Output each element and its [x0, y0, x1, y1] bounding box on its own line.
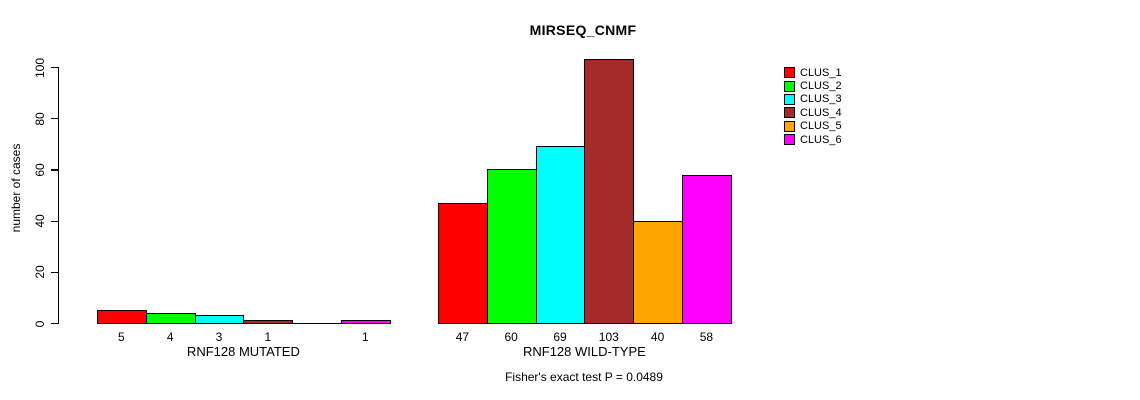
legend-item-clus_5: CLUS_5	[784, 120, 842, 133]
bar-clus_3	[194, 315, 245, 324]
legend-item-clus_6: CLUS_6	[784, 133, 842, 146]
y-axis-tick-label: 60	[33, 163, 47, 177]
bar-value-label: 47	[455, 330, 470, 344]
legend-label: CLUS_1	[800, 66, 842, 79]
y-axis-tick-label: 20	[33, 265, 47, 280]
y-axis-tick	[51, 118, 58, 120]
bar-value-label: 4	[166, 330, 174, 344]
group-axis-label: RNF128 WILD-TYPE	[522, 344, 646, 359]
bar-clus_6	[341, 320, 391, 324]
y-axis-tick-label: 80	[33, 112, 47, 126]
fisher-test-annotation: Fisher's exact test P = 0.0489	[505, 370, 663, 384]
bar-clus_3	[535, 146, 586, 324]
bar-clus_1	[438, 202, 488, 324]
y-axis-tick-label: 0	[33, 320, 47, 327]
legend-swatch-clus_5	[784, 120, 795, 132]
legend-label: CLUS_2	[800, 80, 842, 93]
y-axis-tick	[51, 67, 58, 69]
legend-label: CLUS_6	[800, 133, 842, 146]
bar-value-label: 69	[553, 330, 567, 344]
bar-value-label: 58	[699, 330, 714, 344]
y-axis-line	[58, 67, 60, 324]
y-axis-tick	[51, 169, 58, 171]
bar-clus_6	[682, 174, 732, 324]
bar-value-label: 40	[650, 330, 665, 344]
legend-label: CLUS_3	[800, 93, 842, 106]
legend-label: CLUS_4	[800, 106, 842, 119]
legend-swatch-clus_4	[784, 107, 795, 119]
legend-swatch-clus_3	[784, 93, 795, 105]
legend-item-clus_4: CLUS_4	[784, 106, 842, 119]
bar-clus_1	[97, 310, 147, 324]
y-axis-tick	[51, 323, 58, 325]
legend-swatch-clus_6	[784, 134, 795, 146]
bar-clus_2	[486, 169, 537, 324]
y-axis-tick-label: 40	[33, 214, 47, 228]
legend-swatch-clus_2	[784, 80, 795, 92]
bar-clus_5-zero	[292, 323, 342, 324]
chart-title: MIRSEQ_CNMF	[529, 22, 637, 38]
bar-clus_4	[584, 59, 635, 324]
legend-label: CLUS_5	[800, 120, 842, 133]
y-axis-tick-label: 100	[33, 57, 47, 78]
bar-clus_5	[633, 220, 683, 324]
y-axis-tick	[51, 271, 58, 274]
bar-value-label: 1	[264, 330, 272, 344]
bar-value-label: 3	[215, 330, 223, 344]
bar-value-label: 1	[362, 330, 369, 344]
legend: CLUS_1 CLUS_2 CLUS_3 CLUS_4 CLUS_5 CLUS_6	[784, 66, 842, 146]
legend-item-clus_2: CLUS_2	[784, 79, 842, 92]
legend-swatch-clus_1	[784, 67, 795, 79]
bar-clus_2	[145, 312, 196, 324]
legend-item-clus_1: CLUS_1	[784, 66, 842, 79]
group-axis-label: RNF128 MUTATED	[186, 344, 300, 359]
legend-item-clus_3: CLUS_3	[784, 93, 842, 106]
bar-clus_4	[243, 320, 294, 324]
bar-value-label: 5	[118, 330, 125, 344]
bar-value-label: 103	[598, 330, 619, 344]
y-axis-tick	[51, 220, 58, 222]
bar-value-label: 60	[504, 330, 518, 344]
